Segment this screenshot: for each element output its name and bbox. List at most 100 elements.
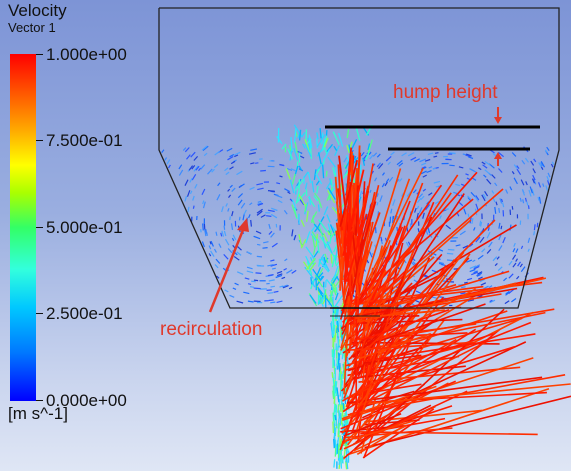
flow-vector	[512, 262, 517, 268]
flow-vector	[313, 250, 319, 258]
flow-vector	[417, 228, 420, 233]
flow-vector	[532, 168, 536, 174]
flow-vector	[425, 204, 431, 211]
flow-vector	[355, 431, 538, 436]
flow-vector	[270, 213, 278, 219]
flow-vector	[291, 173, 296, 185]
flow-vector	[538, 182, 542, 188]
flow-vector	[323, 146, 328, 154]
flow-vector	[204, 229, 207, 237]
flow-vector	[333, 433, 336, 447]
flow-vector	[206, 232, 208, 236]
flow-vector	[483, 174, 487, 178]
flow-vector	[353, 424, 408, 452]
flow-vector	[315, 180, 321, 186]
flow-vector	[304, 203, 308, 212]
flow-vector	[372, 152, 378, 157]
flow-vector	[498, 234, 502, 241]
flow-vector	[332, 167, 336, 175]
flow-vector	[340, 198, 474, 312]
flow-vector	[410, 262, 416, 267]
flow-vector	[233, 151, 241, 156]
flow-vector	[249, 202, 253, 206]
flow-vector	[233, 256, 240, 261]
flow-vector	[189, 177, 193, 183]
flow-vector	[305, 210, 309, 222]
flow-vector	[200, 164, 206, 170]
flow-vector	[461, 286, 466, 289]
flow-vector	[256, 243, 261, 246]
flow-vector	[319, 253, 325, 262]
flow-vector	[236, 300, 244, 304]
flow-vector	[390, 208, 393, 214]
flow-vector	[352, 294, 356, 298]
flow-vector	[225, 203, 228, 207]
flow-vector	[550, 163, 554, 168]
flow-vector	[342, 170, 349, 179]
flow-vector	[323, 137, 329, 148]
flow-vector	[331, 277, 338, 293]
flow-vector	[191, 173, 197, 181]
flow-vector	[367, 139, 373, 154]
flow-vector	[410, 156, 417, 161]
flow-vector	[412, 189, 417, 194]
flow-vector	[224, 238, 230, 246]
flow-vector	[248, 214, 251, 219]
flow-vector	[481, 248, 486, 253]
flow-vector	[486, 178, 492, 185]
flow-vector	[246, 251, 253, 255]
flow-vector	[470, 191, 476, 198]
flow-vector	[362, 253, 443, 346]
flow-vector	[279, 163, 285, 167]
flow-vector	[369, 189, 372, 194]
flow-vector	[257, 187, 264, 191]
flow-vector	[401, 152, 407, 157]
flow-vector	[445, 224, 451, 230]
flow-vector	[537, 196, 540, 201]
flow-vector	[348, 316, 401, 367]
flow-vector	[378, 162, 382, 166]
flow-vector	[270, 232, 275, 238]
flow-vector	[426, 170, 432, 174]
flow-vector	[236, 271, 244, 275]
flow-vector	[331, 256, 336, 268]
flow-vector	[363, 369, 402, 441]
flow-vector	[210, 240, 214, 247]
flow-vector	[473, 265, 480, 270]
flow-vector	[502, 202, 505, 208]
flow-vector	[369, 154, 374, 160]
flow-vector	[218, 243, 222, 248]
flow-vector	[511, 205, 514, 210]
flow-vector	[286, 167, 293, 172]
flow-vector	[250, 162, 255, 165]
flow-vector	[459, 230, 466, 236]
flow-vector	[401, 193, 404, 197]
flow-vector	[428, 192, 433, 196]
flow-vector	[327, 156, 337, 168]
flow-vector	[474, 196, 479, 202]
flow-vector	[346, 458, 349, 470]
flow-vector	[502, 237, 506, 244]
flow-vector	[325, 170, 328, 177]
flow-vector	[355, 253, 471, 410]
flow-vector	[230, 223, 234, 230]
flow-vector	[374, 177, 378, 182]
flow-vector	[385, 155, 392, 162]
flow-vector	[466, 259, 473, 263]
flow-vector	[221, 206, 224, 213]
flow-vector	[317, 204, 320, 212]
flow-vector	[362, 390, 415, 408]
flow-vector	[221, 230, 225, 237]
flow-vector	[407, 241, 412, 247]
flow-vector	[201, 241, 205, 248]
flow-vector	[388, 176, 394, 183]
flow-vector	[270, 259, 275, 262]
flow-vector	[479, 278, 485, 283]
flow-vector	[337, 422, 341, 435]
flow-vector	[307, 172, 312, 184]
vessel-outline	[158, 7, 560, 309]
flow-vector	[297, 131, 301, 139]
flow-vector	[469, 268, 476, 273]
flow-vector	[286, 269, 293, 274]
flow-vector	[360, 151, 365, 157]
